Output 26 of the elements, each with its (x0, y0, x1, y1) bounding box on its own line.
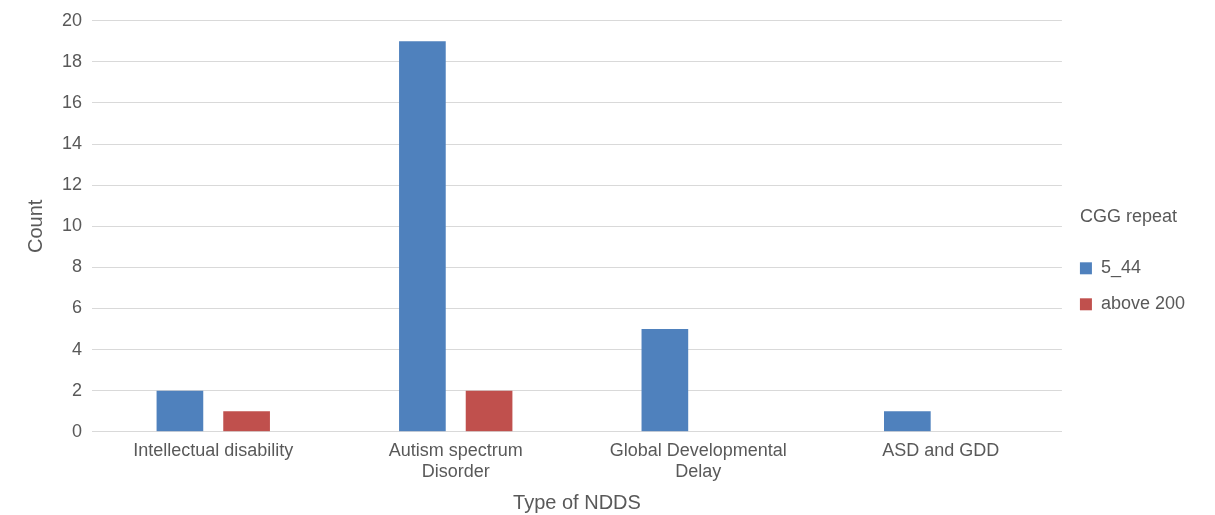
bar (399, 41, 446, 432)
x-axis-title: Type of NDDS (513, 490, 641, 513)
y-tick-label: 18 (61, 50, 83, 71)
x-tick-label: Intellectual disability (133, 439, 294, 460)
legend-label: 5_44 (1100, 257, 1141, 279)
bar (465, 390, 513, 432)
y-tick-label: 8 (72, 256, 83, 277)
y-tick-label: 2 (72, 379, 83, 400)
y-tick-label: 20 (61, 9, 83, 30)
y-axis-title: Count (23, 199, 46, 253)
bar (884, 411, 931, 432)
y-tick-label: 12 (61, 174, 83, 195)
x-tick-label: Autism spectrum Disorder (388, 439, 523, 482)
y-tick-label: 4 (72, 338, 83, 359)
y-tick-label: 6 (72, 297, 83, 318)
y-tick-label: 0 (72, 420, 83, 441)
legend-title: CGG repeat (1079, 205, 1177, 226)
legend-label: above 200 (1100, 293, 1185, 314)
bar (223, 411, 270, 432)
bar (641, 329, 689, 432)
y-tick-label: 14 (61, 133, 83, 154)
x-tick-label: Global Developmental Delay (609, 439, 787, 482)
x-tick-label: ASD and GDD (882, 439, 1000, 460)
y-tick-label: 10 (61, 215, 83, 236)
y-tick-label: 16 (61, 91, 83, 112)
bar (156, 390, 204, 432)
